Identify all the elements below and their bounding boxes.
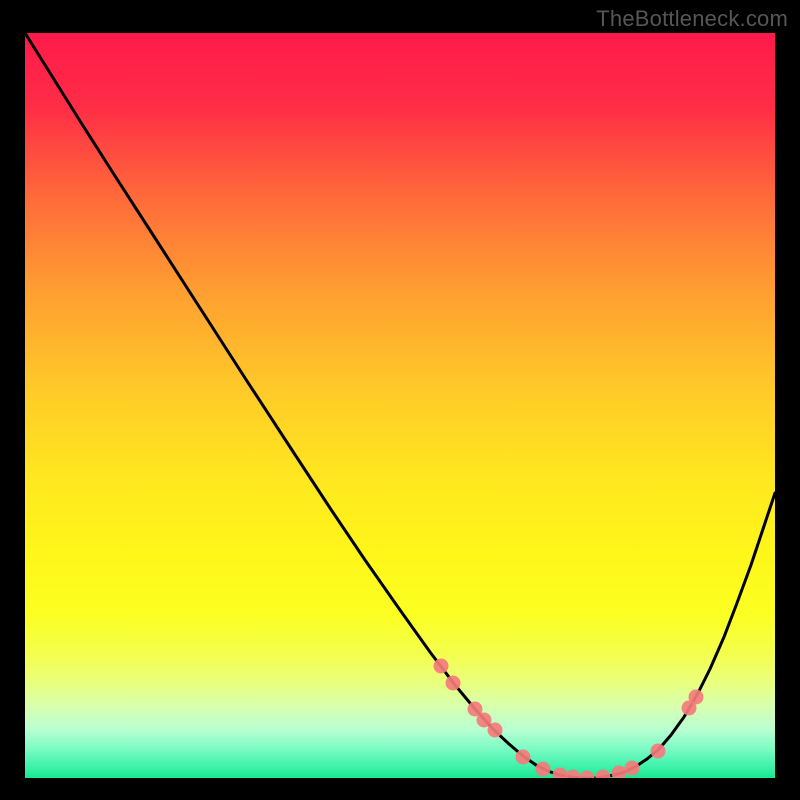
watermark-text: TheBottleneck.com (596, 6, 788, 32)
plot-svg (25, 33, 775, 778)
chart-frame: TheBottleneck.com (0, 0, 800, 800)
marker-point (536, 762, 551, 777)
marker-point (689, 690, 704, 705)
gradient-background (25, 33, 775, 778)
marker-point (434, 659, 449, 674)
marker-point (651, 744, 666, 759)
marker-point (446, 676, 461, 691)
plot-area (25, 33, 775, 778)
marker-point (488, 723, 503, 738)
marker-point (516, 750, 531, 765)
marker-point (625, 761, 640, 776)
